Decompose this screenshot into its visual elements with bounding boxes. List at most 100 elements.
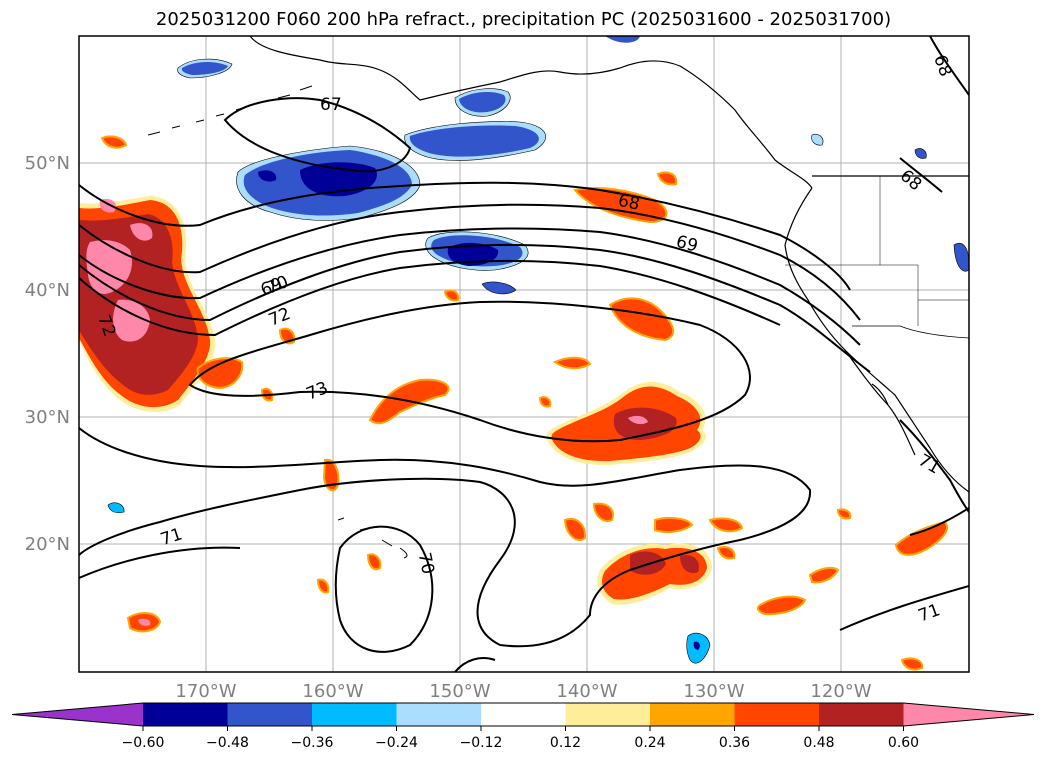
contour-label: 67 [320, 95, 342, 115]
precip-area-positive [130, 223, 153, 241]
colorbar-segment [734, 703, 820, 726]
alaska-coast [249, 36, 813, 189]
precip-area-positive [608, 297, 675, 342]
colorbar-extend-low [12, 703, 143, 726]
lat-label-20n: 20°N [25, 534, 70, 555]
contour-line-outer-73 [79, 427, 812, 648]
lon-label-130w: 130°W [683, 681, 744, 702]
precip-area-positive [656, 171, 678, 186]
contour-line-72 [79, 259, 781, 337]
precip-area-negative [409, 125, 539, 157]
map-frame [78, 35, 970, 673]
contour-label: 70 [414, 551, 438, 576]
contour-line-71-east [899, 419, 969, 513]
lon-label-170w: 170°W [175, 681, 236, 702]
precip-area-positive [138, 618, 151, 626]
longitude-labels: 170°W 160°W 150°W 140°W 130°W 120°W [175, 681, 871, 702]
precip-area-positive [628, 415, 648, 425]
precip-area-positive [316, 578, 330, 594]
colorbar-segment [396, 703, 482, 726]
colorbar-segment [565, 703, 651, 726]
precip-area-positive [716, 546, 736, 560]
precip-area-positive [366, 553, 382, 571]
precip-area-positive [100, 135, 128, 149]
contour-line-69 [79, 203, 861, 321]
colorbar-tick-label: −0.12 [460, 735, 503, 751]
lat-label-40n: 40°N [25, 280, 70, 301]
baja-california [844, 349, 916, 456]
precip-area-negative [459, 91, 506, 113]
precip-area-negative [811, 133, 824, 146]
contour-line-71-south [79, 546, 969, 631]
colorbar-segment [650, 703, 735, 726]
negative-precip-areas [107, 36, 969, 664]
colorbar-tick-label: −0.24 [375, 735, 418, 751]
precip-area-positive [836, 508, 852, 520]
precip-area-positive [654, 516, 694, 534]
us-states [785, 176, 969, 326]
colorbar-tick-label: 0.60 [888, 735, 919, 751]
precip-area-negative [481, 281, 517, 295]
chart-title: 2025031200 F060 200 hPa refract., precip… [155, 9, 892, 30]
lat-label-30n: 30°N [25, 407, 70, 428]
precip-area-negative [258, 170, 277, 182]
contour-line-71 [79, 243, 871, 373]
contour-line-south-edge [454, 507, 969, 672]
precip-area-positive [708, 517, 744, 533]
positive-precip-areas [79, 135, 948, 671]
precip-area-negative [914, 148, 927, 159]
lon-label-140w: 140°W [556, 681, 617, 702]
contour-line-68 [79, 181, 851, 291]
colorbar-tick-label: 0.48 [803, 735, 834, 751]
contour-label: 68 [616, 191, 641, 215]
refractivity-contours [79, 36, 969, 672]
colorbar-extend-high [903, 703, 1034, 726]
colorbar-segment [312, 703, 397, 726]
colorbar-tick-label: −0.36 [291, 735, 334, 751]
precip-area-positive [563, 518, 587, 541]
precip-area-negative [181, 62, 228, 75]
contour-line-68-ne [899, 157, 943, 193]
precip-area-positive [680, 554, 699, 574]
latitude-labels: 50°N 40°N 30°N 20°N [25, 153, 70, 555]
precip-area-positive [900, 657, 924, 671]
precip-area-positive [443, 289, 460, 302]
precip-area-negative [693, 641, 700, 650]
colorbar-segment [481, 703, 566, 726]
precip-area-negative [107, 502, 125, 514]
precip-area-positive [538, 396, 552, 408]
colorbar-tick-label: 0.24 [634, 735, 665, 751]
precip-area-positive [113, 299, 150, 342]
precip-area-positive [592, 502, 614, 522]
colorbar-segment [819, 703, 904, 726]
precip-area-positive [196, 357, 244, 390]
colorbar: −0.60 −0.48 −0.36 −0.24 −0.12 0.12 0.24 0.36 0.4… [11, 702, 1035, 751]
lon-label-160w: 160°W [302, 681, 363, 702]
us-mexico-border [852, 325, 969, 339]
precip-area-positive [808, 566, 840, 584]
precip-area-negative [953, 242, 969, 272]
colorbar-tick-label: −0.48 [206, 735, 249, 751]
lat-label-50n: 50°N [25, 153, 70, 174]
colorbar-tick-label: 0.36 [719, 735, 750, 751]
coastlines [147, 36, 969, 559]
colorbar-segment [227, 703, 313, 726]
precip-area-positive [894, 520, 948, 556]
lon-label-120w: 120°W [810, 681, 871, 702]
colorbar-segment [143, 703, 228, 726]
contour-line-67 [223, 97, 412, 173]
precip-area-positive [553, 356, 592, 370]
colorbar-segments [11, 702, 1035, 727]
colorbar-ticks: −0.60 −0.48 −0.36 −0.24 −0.12 0.12 0.24 0.36 0.4… [122, 726, 919, 751]
contour-line-69-ne [929, 36, 969, 96]
lon-label-150w: 150°W [429, 681, 490, 702]
colorbar-tick-label: −0.60 [122, 735, 165, 751]
contour-line-73 [188, 300, 751, 443]
precip-area-positive [573, 187, 668, 224]
contour-line-70 [79, 227, 861, 346]
contour-line-70-south [334, 525, 434, 653]
precip-area-positive [756, 595, 807, 616]
colorbar-tick-label: 0.12 [550, 735, 581, 751]
precip-area-negative [605, 36, 640, 43]
